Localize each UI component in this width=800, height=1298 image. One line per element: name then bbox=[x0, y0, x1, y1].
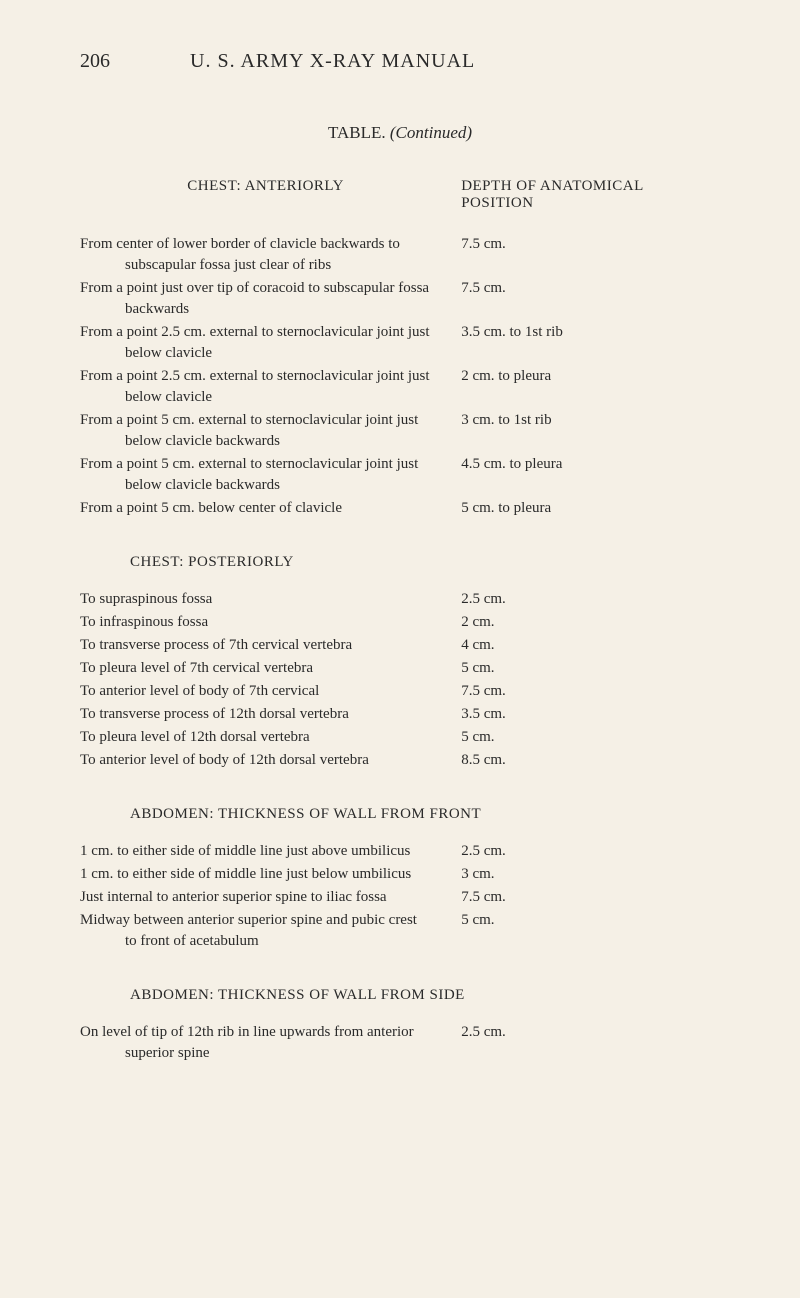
table-caption: TABLE. (Continued) bbox=[80, 123, 720, 143]
row-description: To supraspinous fossa bbox=[80, 589, 451, 610]
row-description: To transverse process of 7th cervical ve… bbox=[80, 635, 451, 656]
table-row: To supraspinous fossa2.5 cm. bbox=[80, 589, 720, 610]
table-row: To transverse process of 7th cervical ve… bbox=[80, 635, 720, 656]
table-row: To infraspinous fossa2 cm. bbox=[80, 612, 720, 633]
table-row: To anterior level of body of 7th cervica… bbox=[80, 681, 720, 702]
row-description: Just internal to anterior superior spine… bbox=[80, 887, 451, 908]
col-header-left: CHEST: ANTERIORLY bbox=[80, 178, 451, 212]
table-caption-continued: (Continued) bbox=[390, 123, 472, 142]
column-headers: CHEST: ANTERIORLY DEPTH OF ANATOMICAL PO… bbox=[80, 178, 720, 212]
table-row: Just internal to anterior superior spine… bbox=[80, 887, 720, 908]
row-value: 7.5 cm. bbox=[451, 234, 720, 276]
row-description: From a point 5 cm. external to sternocla… bbox=[80, 410, 451, 452]
row-description: From a point 5 cm. below center of clavi… bbox=[80, 498, 451, 519]
table-row: From a point 2.5 cm. external to sternoc… bbox=[80, 322, 720, 364]
row-value: 5 cm. bbox=[451, 727, 720, 748]
page-header: 206 U. S. ARMY X-RAY MANUAL bbox=[80, 50, 720, 73]
row-value: 5 cm. to pleura bbox=[451, 498, 720, 519]
row-description: From a point 5 cm. external to sternocla… bbox=[80, 454, 451, 496]
table-row: To anterior level of body of 12th dorsal… bbox=[80, 750, 720, 771]
row-description: Midway between anterior superior spine a… bbox=[80, 910, 451, 952]
row-value: 3 cm. bbox=[451, 864, 720, 885]
row-value: 4 cm. bbox=[451, 635, 720, 656]
col-header-right-line1: DEPTH OF ANATOMICAL bbox=[461, 178, 720, 195]
row-description: To infraspinous fossa bbox=[80, 612, 451, 633]
table-row: From a point 5 cm. external to sternocla… bbox=[80, 454, 720, 496]
row-description: 1 cm. to either side of middle line just… bbox=[80, 841, 451, 862]
table-row: From a point just over tip of coracoid t… bbox=[80, 278, 720, 320]
row-description: 1 cm. to either side of middle line just… bbox=[80, 864, 451, 885]
row-value: 2.5 cm. bbox=[451, 589, 720, 610]
col-header-right: DEPTH OF ANATOMICAL POSITION bbox=[451, 178, 720, 212]
row-description: To anterior level of body of 12th dorsal… bbox=[80, 750, 451, 771]
row-value: 5 cm. bbox=[451, 658, 720, 679]
table-row: On level of tip of 12th rib in line upwa… bbox=[80, 1022, 720, 1064]
row-value: 2 cm. bbox=[451, 612, 720, 633]
table-row: To pleura level of 7th cervical vertebra… bbox=[80, 658, 720, 679]
page-number: 206 bbox=[80, 50, 110, 73]
section: CHEST: POSTERIORLY To supraspinous fossa2… bbox=[80, 554, 720, 771]
row-description: To transverse process of 12th dorsal ver… bbox=[80, 704, 451, 725]
row-value: 8.5 cm. bbox=[451, 750, 720, 771]
row-value: 7.5 cm. bbox=[451, 887, 720, 908]
section-heading: ABDOMEN: THICKNESS OF WALL FROM SIDE bbox=[80, 987, 720, 1004]
row-description: On level of tip of 12th rib in line upwa… bbox=[80, 1022, 451, 1064]
row-value: 3 cm. to 1st rib bbox=[451, 410, 720, 452]
row-description: From a point 2.5 cm. external to sternoc… bbox=[80, 366, 451, 408]
table-caption-label: TABLE. bbox=[328, 123, 386, 142]
row-value: 5 cm. bbox=[451, 910, 720, 952]
row-description: To pleura level of 7th cervical vertebra bbox=[80, 658, 451, 679]
table-row: To pleura level of 12th dorsal vertebra5… bbox=[80, 727, 720, 748]
row-description: To pleura level of 12th dorsal vertebra bbox=[80, 727, 451, 748]
table-row: From a point 5 cm. below center of clavi… bbox=[80, 498, 720, 519]
row-description: From center of lower border of clavicle … bbox=[80, 234, 451, 276]
section: ABDOMEN: THICKNESS OF WALL FROM SIDE On l… bbox=[80, 987, 720, 1064]
section-heading: ABDOMEN: THICKNESS OF WALL FROM FRONT bbox=[80, 806, 720, 823]
table-row: From center of lower border of clavicle … bbox=[80, 234, 720, 276]
row-value: 7.5 cm. bbox=[451, 278, 720, 320]
table-row: 1 cm. to either side of middle line just… bbox=[80, 864, 720, 885]
row-description: To anterior level of body of 7th cervica… bbox=[80, 681, 451, 702]
sections-container: From center of lower border of clavicle … bbox=[80, 234, 720, 1064]
row-value: 7.5 cm. bbox=[451, 681, 720, 702]
col-header-right-line2: POSITION bbox=[461, 195, 720, 212]
row-value: 2.5 cm. bbox=[451, 841, 720, 862]
section-heading: CHEST: POSTERIORLY bbox=[80, 554, 720, 571]
row-value: 4.5 cm. to pleura bbox=[451, 454, 720, 496]
row-description: From a point 2.5 cm. external to sternoc… bbox=[80, 322, 451, 364]
table-row: From a point 2.5 cm. external to sternoc… bbox=[80, 366, 720, 408]
table-row: From a point 5 cm. external to sternocla… bbox=[80, 410, 720, 452]
section: From center of lower border of clavicle … bbox=[80, 234, 720, 519]
table-row: To transverse process of 12th dorsal ver… bbox=[80, 704, 720, 725]
row-value: 3.5 cm. bbox=[451, 704, 720, 725]
row-value: 2.5 cm. bbox=[451, 1022, 720, 1064]
table-row: 1 cm. to either side of middle line just… bbox=[80, 841, 720, 862]
main-title: U. S. ARMY X-RAY MANUAL bbox=[190, 50, 475, 73]
table-row: Midway between anterior superior spine a… bbox=[80, 910, 720, 952]
section: ABDOMEN: THICKNESS OF WALL FROM FRONT 1 c… bbox=[80, 806, 720, 952]
row-value: 2 cm. to pleura bbox=[451, 366, 720, 408]
row-description: From a point just over tip of coracoid t… bbox=[80, 278, 451, 320]
row-value: 3.5 cm. to 1st rib bbox=[451, 322, 720, 364]
